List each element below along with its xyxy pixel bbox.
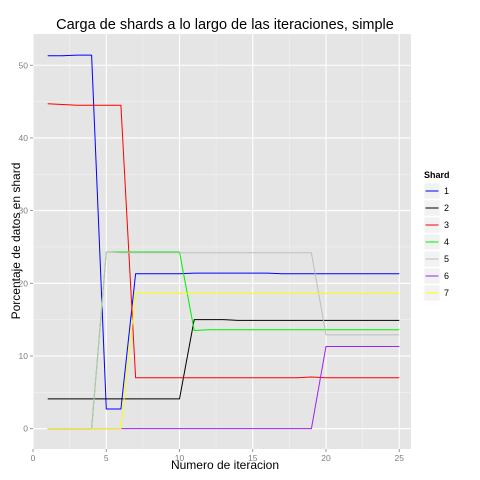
legend-title: Shard (424, 170, 450, 180)
y-tick-label: 0 (23, 424, 28, 434)
x-tick-label: 25 (395, 453, 405, 463)
legend-label-3: 3 (444, 220, 449, 230)
y-tick-label: 20 (19, 278, 29, 288)
y-axis-ticks: 0 10 20 30 40 50 (19, 60, 33, 434)
legend-label-1: 1 (444, 186, 449, 196)
series-line-7 (47, 293, 400, 430)
legend-label-2: 2 (444, 203, 449, 213)
legend: Shard 1 2 3 4 5 6 7 (423, 170, 450, 302)
y-tick-label: 30 (19, 206, 29, 216)
plot-background (33, 34, 411, 449)
series-line-2 (47, 319, 400, 400)
y-tick-label: 40 (19, 133, 29, 143)
y-axis-title: Porcentaje de datos en shard (9, 163, 23, 320)
x-tick-label: 5 (104, 453, 109, 463)
minor-gridlines (33, 34, 411, 449)
x-tick-label: 0 (31, 453, 36, 463)
series-lines (47, 54, 400, 430)
legend-label-4: 4 (444, 237, 449, 247)
y-tick-label: 10 (19, 351, 29, 361)
series-line-5 (47, 251, 400, 430)
series-line-3 (47, 103, 400, 379)
y-tick-label: 50 (19, 60, 29, 70)
chart-title: Carga de shards a lo largo de las iterac… (56, 17, 394, 33)
legend-label-7: 7 (444, 288, 449, 298)
legend-label-6: 6 (444, 271, 449, 281)
x-axis-ticks: 0 5 10 15 20 25 (31, 449, 405, 463)
x-axis-title: Numero de iteracion (171, 458, 279, 472)
x-tick-label: 10 (175, 453, 185, 463)
x-tick-label: 15 (248, 453, 258, 463)
legend-label-5: 5 (444, 254, 449, 264)
series-line-1 (47, 54, 400, 410)
x-tick-label: 20 (321, 453, 331, 463)
